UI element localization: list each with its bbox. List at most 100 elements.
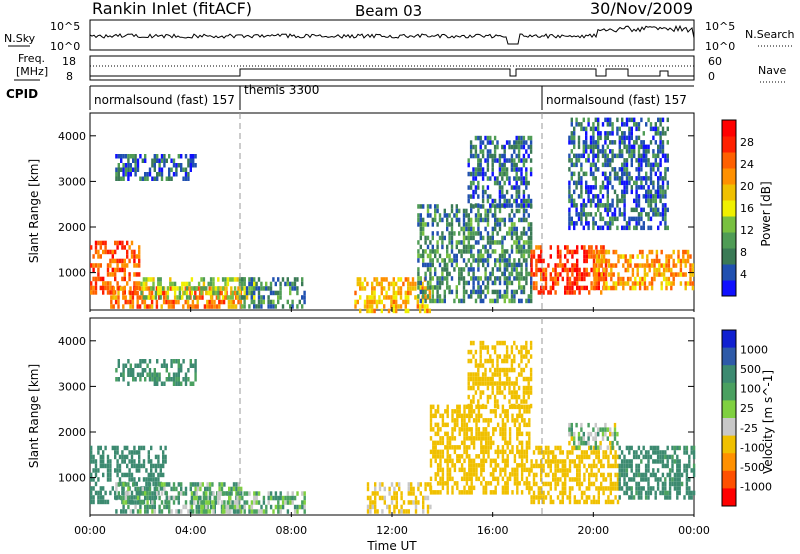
heatmap-cell [522,194,526,199]
heatmap-cell [656,459,660,464]
heatmap-cell [518,217,521,223]
heatmap-cell [193,491,196,496]
heatmap-cell [513,481,517,486]
heatmap-cell [494,289,497,295]
heatmap-cell [561,463,564,469]
heatmap-cell [597,194,600,199]
heatmap-cell [479,167,482,172]
heatmap-cell [504,409,507,414]
heatmap-cell [423,308,427,314]
heatmap-cell [609,463,612,469]
heatmap-cell [491,345,494,350]
heatmap-cell [152,477,155,482]
heatmap-cell [468,463,471,468]
heatmap-cell [491,171,494,177]
heatmap-cell [676,468,679,473]
heatmap-cell [479,381,482,386]
heatmap-cell [117,286,120,291]
heatmap-cell [138,450,141,455]
heatmap-cell [436,249,439,254]
heatmap-cell [479,171,482,177]
heatmap-cell [522,140,526,145]
heatmap-cell [510,222,514,227]
heatmap-cell [366,482,370,487]
heatmap-cell [602,258,606,264]
colorbar-tick-label: 16 [740,202,754,215]
heatmap-cell [482,485,485,491]
heatmap-cell [518,235,521,241]
heatmap-cell [661,180,665,186]
heatmap-cell [257,299,261,305]
heatmap-cell [645,176,648,181]
colorbar-swatch [722,330,736,349]
heatmap-cell [575,122,578,127]
heatmap-cell [128,468,131,473]
heatmap-cell [131,295,135,300]
heatmap-cell [542,290,545,295]
heatmap-cell [645,162,648,168]
heatmap-cell [486,262,490,268]
heatmap-cell [532,481,536,487]
heatmap-cell [127,381,130,386]
heatmap-cell [540,450,543,455]
heatmap-cell [114,258,117,264]
heatmap-cell [496,399,499,404]
heatmap-cell [146,363,149,368]
heatmap-cell [571,272,574,277]
heatmap-cell [644,450,648,455]
heatmap-cell [463,476,466,482]
heatmap-cell [439,481,442,486]
heatmap-cell [677,258,680,264]
heatmap-cell [378,281,381,287]
heatmap-cell [604,140,607,145]
heatmap-cell [523,463,526,468]
heatmap-cell [532,249,536,255]
heatmap-cell [463,413,466,419]
heatmap-cell [289,290,292,296]
heatmap-cell [613,427,617,432]
heatmap-cell [529,198,533,204]
heatmap-cell [664,167,667,172]
heatmap-cell [142,286,146,291]
heatmap-cell [481,376,485,382]
heatmap-cell [479,158,482,163]
heatmap-cell [455,240,458,245]
heatmap-cell [164,454,167,460]
heatmap-cell [441,267,444,272]
heatmap-cell [439,436,442,441]
heatmap-cell [458,231,461,236]
heatmap-cell [97,263,100,268]
heatmap-cell [578,272,581,277]
heatmap-cell [652,135,655,141]
heatmap-cell [404,295,407,300]
heatmap-cell [624,258,627,264]
heatmap-cell [99,240,102,246]
heatmap-cell [504,472,507,477]
heatmap-cell [614,463,617,469]
heatmap-cell [575,212,578,217]
heatmap-cell [489,244,492,250]
heatmap-cell [589,445,593,450]
heatmap-cell [668,468,672,473]
heatmap-cell [641,263,644,268]
heatmap-cell [517,140,521,145]
heatmap-cell [668,486,672,491]
heatmap-cell [472,472,476,477]
heatmap-cell [668,490,672,496]
heatmap-cell [583,276,586,282]
heatmap-cell [568,285,572,291]
heatmap-cell [494,262,497,268]
x-tick-label: 04:00 [175,524,207,537]
heatmap-cell [647,486,650,491]
heatmap-cell [274,304,277,309]
heatmap-cell [589,135,593,141]
heatmap-cell [114,276,117,282]
heatmap-cell [253,299,256,305]
heatmap-cell [303,299,306,305]
heatmap-cell [479,140,482,145]
heatmap-cell [656,450,660,455]
heatmap-cell [657,167,660,172]
heatmap-cell [468,454,471,459]
heatmap-cell [257,277,261,282]
heatmap-cell [601,153,605,159]
